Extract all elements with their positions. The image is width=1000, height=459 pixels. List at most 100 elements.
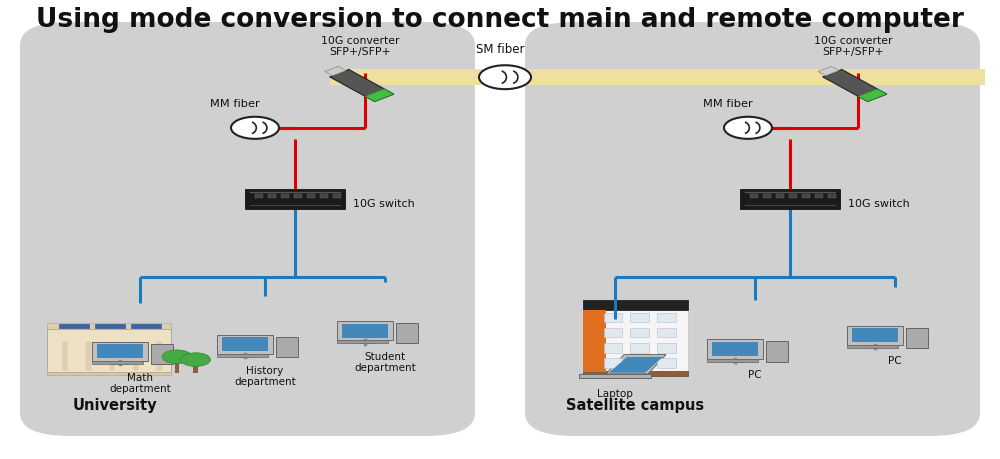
Text: University: University bbox=[73, 397, 157, 412]
Text: Math
department: Math department bbox=[109, 372, 171, 393]
Bar bbox=[630, 358, 649, 368]
Text: SM fiber: SM fiber bbox=[476, 43, 524, 56]
Bar bbox=[337, 341, 388, 343]
Bar bbox=[582, 301, 688, 372]
Bar bbox=[657, 328, 676, 338]
Bar bbox=[630, 313, 649, 323]
Bar bbox=[222, 338, 268, 352]
Bar bbox=[47, 329, 171, 372]
Text: 10G switch: 10G switch bbox=[353, 198, 415, 208]
Bar bbox=[92, 361, 143, 364]
Bar bbox=[151, 344, 173, 364]
Bar bbox=[320, 195, 328, 198]
Bar bbox=[357, 343, 374, 345]
Bar bbox=[582, 371, 688, 376]
Bar bbox=[657, 313, 676, 323]
Polygon shape bbox=[606, 355, 666, 374]
Bar bbox=[604, 313, 622, 323]
Bar bbox=[776, 195, 784, 198]
Bar bbox=[97, 345, 143, 358]
Polygon shape bbox=[823, 70, 887, 102]
Bar bbox=[268, 195, 276, 198]
Bar bbox=[112, 364, 129, 365]
Circle shape bbox=[181, 353, 210, 367]
Text: PC: PC bbox=[748, 369, 762, 380]
Text: 10G converter
SFP+/SFP+: 10G converter SFP+/SFP+ bbox=[321, 36, 399, 57]
Bar bbox=[47, 323, 171, 329]
Bar bbox=[217, 335, 273, 354]
Text: History
department: History department bbox=[234, 365, 296, 386]
Bar bbox=[847, 345, 898, 348]
Text: Satellite campus: Satellite campus bbox=[566, 397, 704, 412]
Polygon shape bbox=[609, 357, 663, 373]
Bar bbox=[789, 195, 797, 198]
Bar bbox=[707, 359, 758, 362]
Polygon shape bbox=[330, 70, 394, 102]
Bar bbox=[47, 372, 171, 375]
Polygon shape bbox=[858, 90, 887, 102]
Bar bbox=[906, 328, 928, 348]
Bar bbox=[815, 195, 823, 198]
Bar bbox=[847, 326, 903, 345]
Bar bbox=[95, 324, 125, 328]
Bar bbox=[237, 357, 254, 358]
Bar bbox=[86, 342, 91, 370]
Bar bbox=[217, 354, 268, 357]
Bar bbox=[604, 328, 622, 338]
Bar bbox=[281, 195, 289, 198]
Bar bbox=[307, 195, 315, 198]
Bar bbox=[750, 195, 758, 198]
Polygon shape bbox=[325, 67, 346, 77]
Bar bbox=[828, 195, 836, 198]
Bar bbox=[763, 195, 771, 198]
Bar bbox=[657, 358, 676, 368]
Bar bbox=[255, 195, 263, 198]
Bar bbox=[740, 190, 840, 209]
Bar bbox=[294, 195, 302, 198]
Text: MM fiber: MM fiber bbox=[210, 99, 260, 109]
Bar bbox=[131, 324, 161, 328]
Circle shape bbox=[162, 350, 192, 364]
Bar bbox=[727, 361, 744, 363]
Bar bbox=[337, 321, 393, 341]
Bar bbox=[396, 323, 418, 343]
Polygon shape bbox=[365, 90, 394, 102]
Text: Laptop: Laptop bbox=[597, 388, 633, 398]
Bar bbox=[193, 362, 198, 373]
Bar bbox=[657, 343, 676, 353]
Text: Using mode conversion to connect main and remote computer: Using mode conversion to connect main an… bbox=[36, 7, 964, 33]
Bar bbox=[157, 342, 162, 370]
Polygon shape bbox=[818, 67, 839, 77]
Bar bbox=[333, 195, 341, 198]
Bar bbox=[342, 324, 388, 338]
Bar bbox=[630, 328, 649, 338]
Bar bbox=[134, 342, 138, 370]
Text: 10G switch: 10G switch bbox=[848, 198, 910, 208]
Bar bbox=[579, 374, 651, 378]
Text: 10G converter
SFP+/SFP+: 10G converter SFP+/SFP+ bbox=[814, 36, 892, 57]
Text: Student
department: Student department bbox=[354, 351, 416, 373]
Bar bbox=[582, 301, 688, 311]
Text: PC: PC bbox=[888, 356, 902, 366]
Bar bbox=[604, 343, 622, 353]
Bar bbox=[330, 70, 985, 86]
Bar bbox=[630, 343, 649, 353]
Bar bbox=[175, 362, 179, 373]
Bar bbox=[852, 329, 898, 342]
Bar bbox=[766, 341, 788, 362]
Bar bbox=[604, 358, 622, 368]
FancyBboxPatch shape bbox=[20, 23, 475, 436]
FancyBboxPatch shape bbox=[525, 23, 980, 436]
Bar bbox=[802, 195, 810, 198]
Bar bbox=[59, 324, 89, 328]
Bar bbox=[63, 342, 67, 370]
Bar bbox=[712, 342, 758, 356]
Text: MM fiber: MM fiber bbox=[703, 99, 753, 109]
Bar bbox=[867, 347, 884, 349]
Bar bbox=[92, 342, 148, 361]
Bar bbox=[276, 337, 298, 357]
Circle shape bbox=[479, 66, 531, 90]
Bar bbox=[707, 340, 763, 359]
Bar bbox=[245, 190, 345, 209]
Bar bbox=[110, 342, 114, 370]
